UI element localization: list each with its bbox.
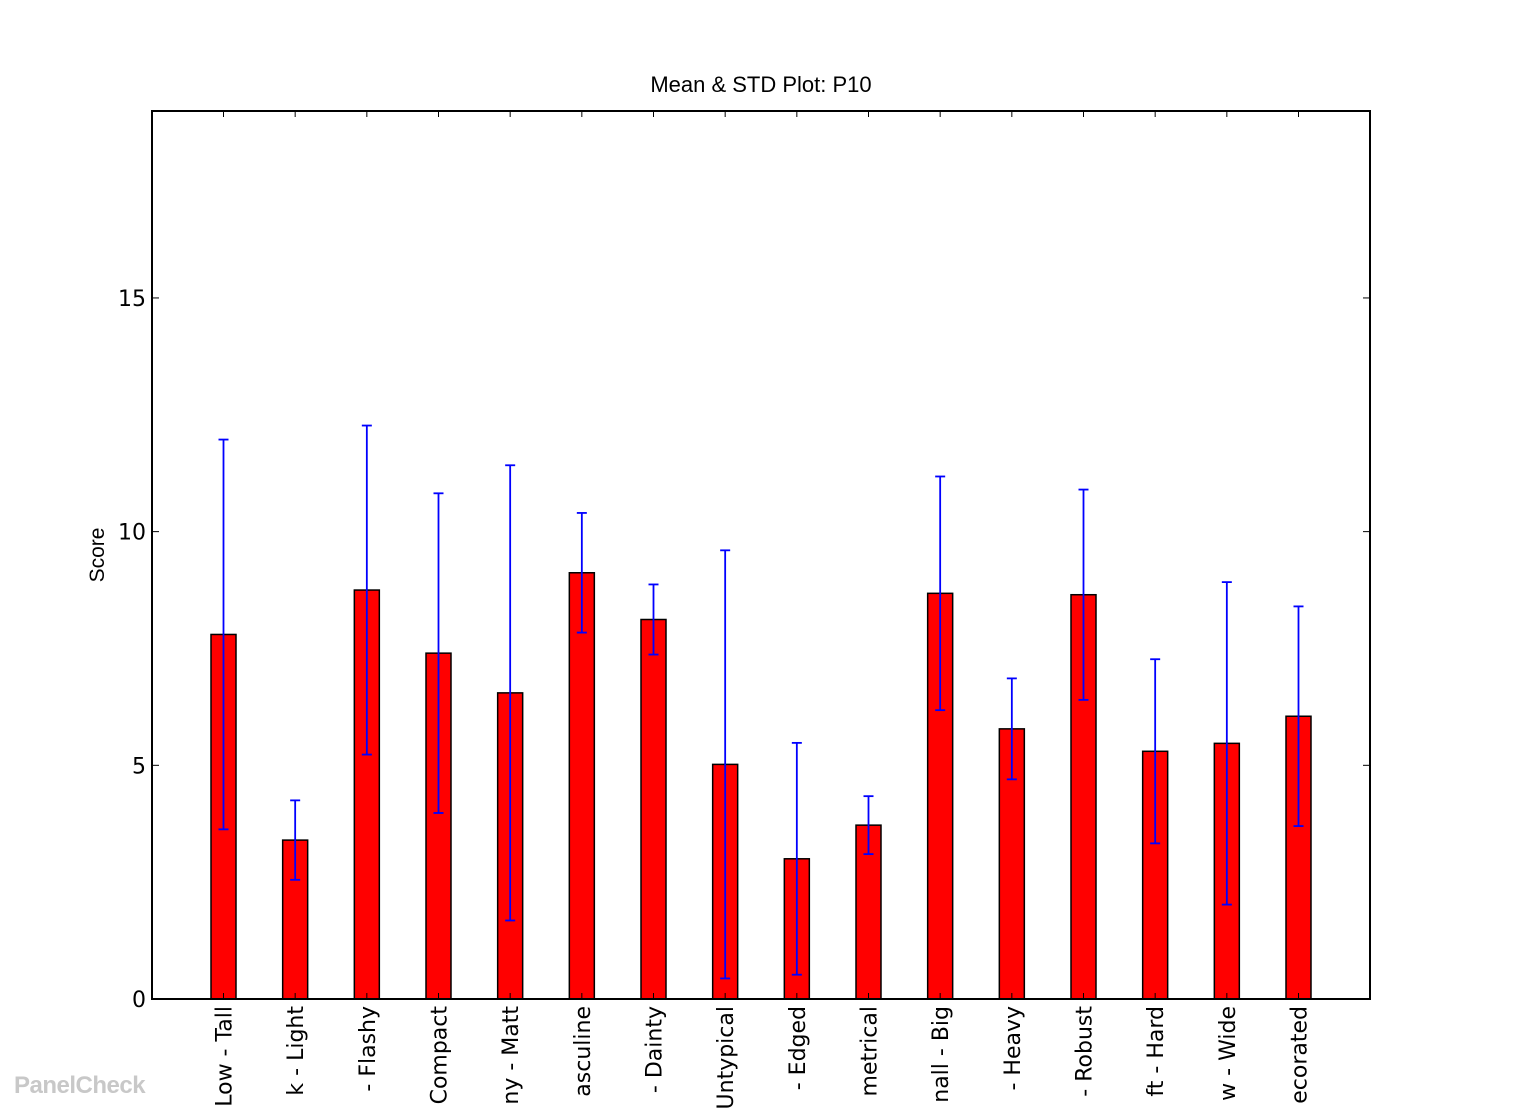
x-tick-label: k - Light (284, 1006, 309, 1096)
x-tick-label: - Heavy (1001, 1006, 1026, 1091)
error-bar (863, 795, 874, 856)
x-tick-label: ecorated (1288, 1006, 1313, 1104)
error-bar (1078, 488, 1089, 701)
error-bar (1221, 581, 1232, 906)
y-tick-label: 10 (118, 521, 146, 546)
bar (640, 618, 667, 1000)
error-bar (720, 549, 731, 980)
x-tick-label: - Robust (1073, 1006, 1098, 1097)
error-bar (361, 424, 372, 756)
error-bar (576, 512, 587, 634)
bar (425, 652, 452, 1000)
error-bar (433, 492, 444, 814)
x-tick-label: metrical (858, 1006, 883, 1096)
x-tick-label: Compact (428, 1006, 453, 1105)
error-bar (1293, 605, 1304, 827)
x-tick-label: nall - Big (929, 1006, 954, 1103)
error-bars (218, 424, 1304, 980)
x-tick-label: - Flashy (356, 1006, 381, 1092)
y-tick-label: 15 (118, 287, 146, 312)
x-tick-label: - Edged (786, 1006, 811, 1090)
x-tick-label: ny - Matt (499, 1006, 524, 1105)
category-labels: Low - Tall k - Light - Flashy Compact ny - M… (213, 1006, 1313, 1110)
x-tick-label: asculine (571, 1006, 596, 1097)
y-tick-label: 5 (132, 754, 146, 779)
x-tick-label: Untypical (714, 1006, 739, 1109)
error-bar (505, 464, 516, 922)
x-tick-label: Low - Tall (213, 1006, 238, 1107)
plot-frame (151, 110, 1371, 1000)
error-bar (1006, 677, 1017, 781)
bars (210, 572, 1312, 1000)
panelcheck-watermark: PanelCheck (14, 1072, 146, 1099)
x-tick-label: w - Wide (1216, 1006, 1241, 1101)
error-bar (648, 583, 659, 656)
bar (568, 572, 596, 1000)
error-bar (791, 741, 802, 976)
y-tick-label: 0 (132, 988, 146, 1013)
chart-title: Mean & STD Plot: P10 (650, 72, 871, 97)
y-axis-label: Score (86, 528, 109, 583)
error-bar (1150, 658, 1161, 845)
x-tick-label: - Dainty (643, 1006, 668, 1093)
error-bar (218, 438, 229, 831)
error-bar (935, 475, 946, 712)
error-bar (290, 799, 301, 881)
x-tick-label: ft - Hard (1144, 1006, 1169, 1097)
